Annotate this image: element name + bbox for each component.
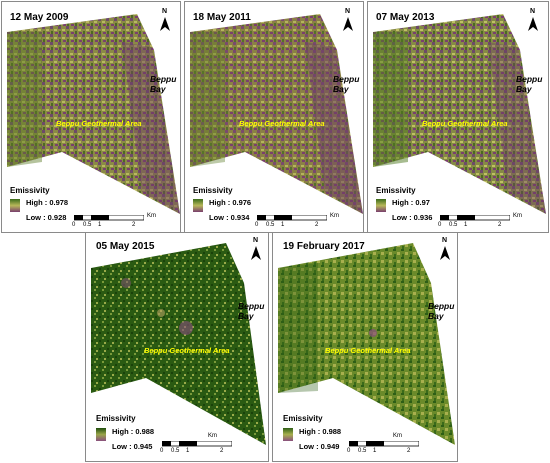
legend-gradient xyxy=(193,199,203,212)
legend-gradient xyxy=(10,199,20,212)
north-arrow-icon: N xyxy=(160,8,170,31)
scale-tick: 1 xyxy=(98,222,102,228)
legend-low: Low : 0.945 xyxy=(112,442,153,451)
legend-low: Low : 0.934 xyxy=(209,213,250,222)
legend-low: Low : 0.928 xyxy=(26,213,67,222)
map-graphic xyxy=(373,14,546,214)
area-label: Beppu Geothermal Area xyxy=(56,119,142,128)
scale-bar xyxy=(440,215,510,221)
scale-tick: 0.5 xyxy=(358,448,367,454)
area-label: Beppu Geothermal Area xyxy=(144,346,230,355)
map-date: 19 February 2017 xyxy=(283,241,365,252)
map-graphic xyxy=(91,243,266,445)
scale-tick: 1 xyxy=(373,448,377,454)
scale-tick: 0 xyxy=(160,448,164,454)
map-date: 07 May 2013 xyxy=(376,12,435,23)
scale-tick: 2 xyxy=(498,222,502,228)
legend-gradient xyxy=(283,428,293,441)
map-graphic xyxy=(7,14,180,214)
legend-high: High : 0.978 xyxy=(26,198,69,207)
scale-tick: 2 xyxy=(132,222,136,228)
emissivity-raster xyxy=(91,243,266,445)
bay-label: Beppu Bay xyxy=(516,74,543,94)
north-arrow-icon: N xyxy=(251,237,261,260)
legend-low: Low : 0.936 xyxy=(392,213,433,222)
scale-tick: 0.5 xyxy=(171,448,180,454)
scale-tick: 1 xyxy=(281,222,285,228)
scale-tick: 1 xyxy=(464,222,468,228)
map-panel-2015: 05 May 2015 N Beppu Geothermal Area Bepp… xyxy=(85,232,269,462)
legend-gradient xyxy=(376,199,386,212)
scale-tick: 2 xyxy=(315,222,319,228)
bay-label: Beppu Bay xyxy=(238,301,265,321)
north-arrow-icon: N xyxy=(528,8,538,31)
legend-title: Emissivity xyxy=(193,186,233,195)
bay-label: Beppu Bay xyxy=(428,301,455,321)
legend-high: High : 0.97 xyxy=(392,198,430,207)
scale-tick: 0 xyxy=(72,222,76,228)
scale-bar xyxy=(257,215,327,221)
legend-title: Emissivity xyxy=(96,414,136,423)
scale-bar xyxy=(74,215,144,221)
map-graphic xyxy=(278,243,455,445)
legend-high: High : 0.976 xyxy=(209,198,252,207)
scale-unit: Km xyxy=(513,213,522,219)
area-label: Beppu Geothermal Area xyxy=(239,119,325,128)
legend-high: High : 0.988 xyxy=(112,427,155,436)
map-date: 18 May 2011 xyxy=(193,12,251,23)
scale-tick: 2 xyxy=(220,448,224,454)
scale-unit: Km xyxy=(393,433,402,439)
bay-label: Beppu Bay xyxy=(150,74,177,94)
scale-tick: 0 xyxy=(438,222,442,228)
map-date: 05 May 2015 xyxy=(96,241,155,252)
bay-label: Beppu Bay xyxy=(333,74,360,94)
emissivity-raster xyxy=(373,14,546,214)
scale-tick: 0.5 xyxy=(83,222,92,228)
legend-high: High : 0.988 xyxy=(299,427,342,436)
legend-low: Low : 0.949 xyxy=(299,442,340,451)
scale-unit: Km xyxy=(147,213,156,219)
map-graphic xyxy=(190,14,363,214)
scale-tick: 2 xyxy=(407,448,411,454)
map-date: 12 May 2009 xyxy=(10,12,69,23)
map-panel-2009: 12 May 2009 N Beppu Geothermal Area Bepp… xyxy=(1,1,181,233)
scale-unit: Km xyxy=(330,213,339,219)
area-label: Beppu Geothermal Area xyxy=(325,346,411,355)
legend-gradient xyxy=(96,428,106,441)
legend-title: Emissivity xyxy=(283,414,323,423)
emissivity-raster xyxy=(278,243,455,445)
map-panel-2013: 07 May 2013 N Beppu Geothermal Area Bepp… xyxy=(367,1,549,233)
north-arrow-icon: N xyxy=(440,237,450,260)
map-panel-2011: 18 May 2011 N Beppu Geothermal Area Bepp… xyxy=(184,1,364,233)
scale-tick: 0.5 xyxy=(266,222,275,228)
scale-bar xyxy=(162,441,232,447)
scale-tick: 1 xyxy=(186,448,190,454)
scale-tick: 0.5 xyxy=(449,222,458,228)
emissivity-raster xyxy=(7,14,180,214)
area-label: Beppu Geothermal Area xyxy=(422,119,508,128)
north-arrow-icon: N xyxy=(343,8,353,31)
scale-bar xyxy=(349,441,419,447)
scale-unit: Km xyxy=(208,433,217,439)
legend-title: Emissivity xyxy=(376,186,416,195)
legend-title: Emissivity xyxy=(10,186,50,195)
scale-tick: 0 xyxy=(255,222,259,228)
scale-tick: 0 xyxy=(347,448,351,454)
map-panel-2017: 19 February 2017 N Beppu Geothermal Area… xyxy=(272,232,458,462)
